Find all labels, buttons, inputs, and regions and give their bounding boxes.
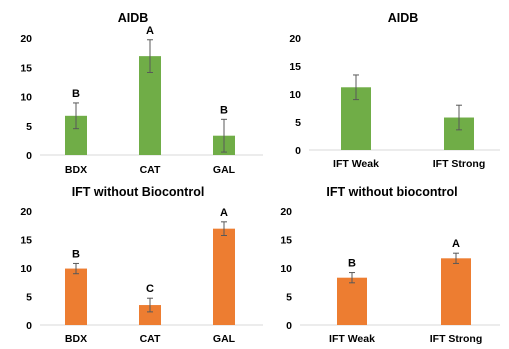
chart-1-category-label: CAT <box>140 164 161 176</box>
chart-1-ytick-label: 10 <box>20 92 32 104</box>
chart-4-ytick-label: 20 <box>280 206 292 218</box>
chart-3-ytick-label: 20 <box>20 206 32 218</box>
chart-4-significance-letter: B <box>348 258 356 270</box>
chart-2-ytick-label: 10 <box>289 89 301 101</box>
chart-4-bar-ift-weak <box>337 277 367 325</box>
chart-4-category-label: IFT Strong <box>430 333 483 345</box>
chart-2-category-label: IFT Weak <box>333 158 379 170</box>
chart-1-ytick-label: 5 <box>26 121 32 133</box>
chart-4-ytick-label: 0 <box>286 320 292 332</box>
chart-3-ytick-label: 5 <box>26 292 32 304</box>
chart-3-title: IFT without Biocontrol <box>72 185 205 199</box>
chart-4-significance-letter: A <box>452 238 460 250</box>
chart-1-bar-bdx <box>65 115 87 155</box>
chart-4-ytick-label: 10 <box>280 263 292 275</box>
chart-3-ytick-label: 10 <box>20 263 32 275</box>
chart-3-category-label: BDX <box>65 333 87 345</box>
chart-1-title: AIDB <box>118 11 149 25</box>
chart-1-significance-letter: A <box>146 25 154 37</box>
chart-3-category-label: CAT <box>140 333 161 345</box>
chart-3-bar-cat <box>139 305 161 325</box>
chart-3-significance-letter: A <box>220 207 228 219</box>
chart-2-ytick-label: 5 <box>295 117 301 129</box>
chart-3-category-label: GAL <box>213 333 236 345</box>
chart-1-ytick-label: 15 <box>20 62 32 74</box>
chart-4-ytick-label: 15 <box>280 235 292 247</box>
chart-3-significance-letter: C <box>146 283 154 295</box>
chart-2-title: AIDB <box>388 11 419 25</box>
chart-1-ytick-label: 20 <box>20 33 32 45</box>
chart-3-ytick-label: 15 <box>20 235 32 247</box>
chart-3-bar-gal <box>213 228 235 325</box>
chart-1-category-label: GAL <box>213 164 236 176</box>
chart-3-significance-letter: B <box>72 248 80 260</box>
chart-3-bar-bdx <box>65 268 87 325</box>
chart-2-ytick-label: 20 <box>289 33 301 45</box>
chart-2-category-label: IFT Strong <box>433 158 486 170</box>
chart-4-title: IFT without biocontrol <box>326 185 457 199</box>
chart-4-category-label: IFT Weak <box>329 333 375 345</box>
chart-3-ytick-label: 0 <box>26 320 32 332</box>
chart-1-ytick-label: 0 <box>26 150 32 162</box>
chart-4-ytick-label: 5 <box>286 292 292 304</box>
chart-1-significance-letter: B <box>72 88 80 100</box>
chart-1-significance-letter: B <box>220 104 228 116</box>
chart-2-ytick-label: 0 <box>295 145 301 157</box>
chart-4-bar-ift-strong <box>441 258 471 325</box>
chart-1-bar-cat <box>139 56 161 156</box>
chart-2-ytick-label: 15 <box>289 61 301 73</box>
chart-1-category-label: BDX <box>65 164 87 176</box>
